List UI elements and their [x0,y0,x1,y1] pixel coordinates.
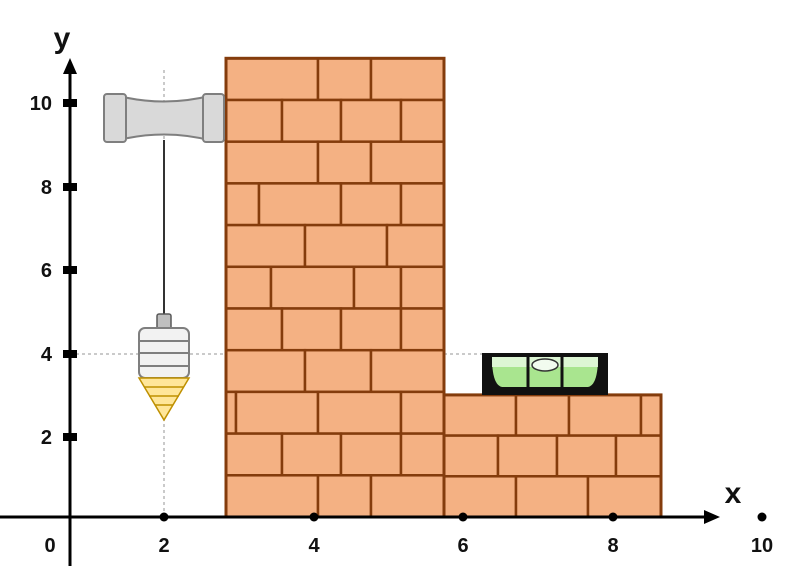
brick [385,223,446,269]
spirit-level [482,353,608,395]
x-tick-label: 8 [607,535,618,557]
x-tick-label: 6 [457,535,468,557]
x-tick-dot [159,512,169,522]
brick [224,57,320,102]
y-axis-arrow [63,58,77,74]
y-tick-mark [63,433,77,441]
y-tick-label: 8 [41,177,52,199]
x-tick-dot [608,512,618,522]
x-tick-dot [757,512,767,522]
brick [316,57,373,102]
brick [442,434,500,478]
y-tick-mark [63,266,77,274]
brick [280,432,343,477]
low-brick-wall [442,393,663,519]
x-axis [0,510,720,524]
brick [224,348,307,394]
origin-label: 0 [44,535,55,557]
brick [257,182,343,227]
brick [224,98,284,143]
y-axis-title: y [54,22,71,55]
y-tick-label: 2 [41,427,52,449]
brick [399,432,446,477]
brick [442,393,518,437]
tall-brick-wall [224,56,446,519]
brick [442,475,518,519]
brick [369,348,446,394]
y-tick-mark [63,99,77,107]
brick [303,223,389,269]
brick [339,307,403,352]
brick [224,265,273,310]
x-tick-dot [458,512,468,522]
brick [280,98,343,143]
brick [555,434,618,478]
x-tick-dot [309,512,319,522]
brick [339,432,403,477]
brick [567,393,643,437]
brick [339,182,403,227]
brick [399,265,446,310]
brick [316,140,373,185]
brick [224,307,284,352]
brick [316,474,373,519]
brick [224,140,320,185]
brick [369,474,446,519]
y-tick-mark [63,183,77,191]
brick [234,390,320,435]
brick [496,434,559,478]
brick [399,390,446,435]
brick [399,307,446,352]
y-tick-label: 10 [30,93,52,115]
x-axis-arrow [704,510,720,524]
y-axis [63,58,77,566]
brick [369,57,446,102]
brick [224,223,307,269]
brick [316,390,403,435]
level-bubble [531,358,559,372]
x-tick-label: 10 [751,535,773,557]
brick [224,474,320,519]
plumb-bob [137,313,191,422]
x-axis-title: x [725,477,742,510]
brick [224,432,284,477]
y-tick-label: 6 [41,260,52,282]
brick [399,98,446,143]
brick [352,265,403,310]
plumb-hanger [103,93,225,143]
brick [514,393,571,437]
brick [586,475,663,519]
y-axis-ticks: 2 4 6 8 10 [30,93,77,449]
brick [269,265,356,310]
x-tick-label: 4 [308,535,320,557]
brick [303,348,373,394]
brick [224,182,261,227]
x-tick-label: 2 [158,535,169,557]
y-tick-mark [63,350,77,358]
y-tick-label: 4 [41,344,53,366]
brick [614,434,663,478]
x-axis-ticks: 2468101214 [158,512,773,557]
brick [639,393,663,437]
brick [339,98,403,143]
brick [369,140,446,185]
brick [399,182,446,227]
brick [514,475,590,519]
brick [280,307,343,352]
